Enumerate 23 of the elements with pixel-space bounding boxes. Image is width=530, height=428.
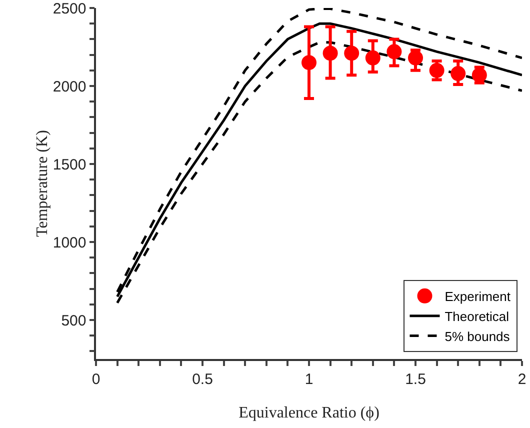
point: [302, 55, 316, 70]
x-axis-title: Equivalence Ratio (ϕ): [238, 404, 380, 422]
legend-label: 5% bounds: [444, 328, 510, 344]
legend-label: Experiment: [444, 289, 511, 304]
y-axis-title: Temperature (K): [34, 130, 51, 237]
point: [386, 44, 402, 60]
y-tick-label: 2500: [52, 0, 86, 18]
y-tick-label: 2000: [52, 78, 86, 96]
point: [429, 62, 444, 78]
y-tick-label: 500: [61, 312, 86, 330]
point: [322, 46, 338, 61]
x-tick-label: 1: [304, 370, 314, 388]
point: [344, 46, 360, 61]
x-tick-label: 0.5: [192, 370, 213, 388]
legend-label: Theoretical: [444, 308, 510, 324]
point: [408, 50, 423, 66]
y-tick-label: 1500: [52, 156, 86, 174]
x-tick-label: 1.5: [405, 370, 426, 388]
y-tick-label: 1000: [52, 234, 86, 252]
point: [450, 66, 466, 82]
x-tick-label: 2: [518, 370, 526, 388]
x-tick-label: 0: [92, 370, 100, 388]
point: [365, 50, 380, 66]
